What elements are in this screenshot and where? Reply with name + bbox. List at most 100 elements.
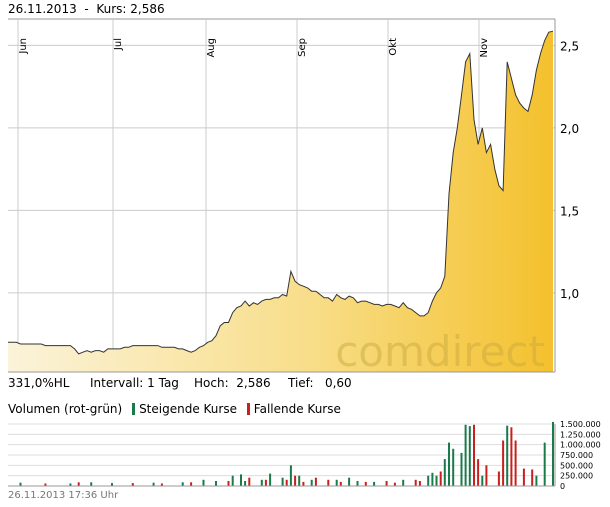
- volume-bar-falling: [485, 465, 488, 486]
- volume-tick-label: 250.000: [560, 472, 593, 481]
- volume-bar-rising: [506, 425, 509, 486]
- volume-bar-rising: [281, 477, 284, 486]
- volume-bar-rising: [152, 482, 155, 486]
- volume-bar-falling: [522, 468, 525, 486]
- x-tick-label: Jun: [18, 38, 29, 55]
- volume-bar-falling: [439, 471, 442, 486]
- volume-bar-falling: [44, 483, 47, 486]
- y-tick-label: 1,0: [560, 287, 579, 301]
- volume-bar-falling: [364, 481, 367, 486]
- volume-bar-falling: [531, 469, 534, 486]
- volume-bar-falling: [131, 483, 134, 486]
- stat-high: Hoch: 2,586: [194, 376, 271, 390]
- x-axis-labels: Jun Jul Aug Sep Okt Nov: [18, 38, 490, 58]
- volume-tick-label: 500.000: [560, 461, 593, 470]
- volume-tick-label: 1.500.000: [560, 420, 601, 429]
- falling-swatch: [246, 403, 250, 415]
- volume-bar-rising: [269, 473, 272, 486]
- volume-bar-falling: [327, 479, 330, 486]
- volume-bar-rising: [310, 479, 313, 486]
- price-gridlines: [8, 19, 555, 372]
- price-label: Kurs: 2,586: [96, 2, 165, 16]
- volume-bar-rising: [535, 475, 538, 486]
- volume-bar-rising: [543, 442, 546, 486]
- volume-bar-rising: [90, 482, 93, 486]
- volume-bar-rising: [240, 474, 242, 486]
- price-area: [8, 31, 553, 372]
- y-axis-labels: 1,0 1,5 2,0 2,5: [560, 39, 579, 300]
- x-tick-label: Aug: [206, 38, 217, 58]
- volume-bar-rising: [202, 479, 205, 486]
- volume-bar-rising: [348, 477, 351, 486]
- volume-tick-label: 750.000: [560, 451, 593, 460]
- volume-bar-rising: [373, 481, 376, 486]
- volume-bar-rising: [356, 481, 359, 486]
- volume-bar-rising: [289, 465, 292, 486]
- volume-bar-falling: [248, 477, 251, 486]
- volume-bar-rising: [111, 483, 113, 486]
- x-tick-label: Jul: [113, 38, 124, 51]
- volume-bar-rising: [244, 481, 247, 486]
- volume-bar-falling: [393, 482, 396, 486]
- volume-bar-falling: [414, 479, 417, 486]
- volume-bar-rising: [481, 475, 484, 486]
- volume-bars: [19, 422, 554, 486]
- volume-bar-rising: [298, 475, 301, 486]
- y-tick-label: 2,0: [560, 122, 579, 136]
- volume-bar-rising: [443, 459, 446, 486]
- volume-bar-falling: [314, 477, 317, 486]
- volume-bar-rising: [260, 479, 263, 486]
- y-tick-label: 1,5: [560, 204, 579, 218]
- volume-gridlines: [8, 423, 555, 477]
- volume-bar-rising: [435, 475, 438, 486]
- volume-bar-rising: [231, 475, 234, 486]
- price-line: [8, 30, 554, 355]
- volume-tick-label: 1.000.000: [560, 441, 601, 450]
- volume-bar-rising: [335, 479, 338, 486]
- volume-tick-label: 1.250.000: [560, 430, 601, 439]
- stat-change: 331,0%HL: [8, 376, 70, 390]
- volume-bar-falling: [385, 481, 388, 486]
- volume-bar-falling: [339, 481, 342, 486]
- volume-bar-falling: [190, 482, 193, 486]
- volume-bar-rising: [448, 442, 450, 486]
- volume-bar-falling: [264, 479, 267, 486]
- volume-bar-falling: [510, 427, 513, 486]
- x-tick-label: Sep: [297, 38, 308, 57]
- volume-bar-falling: [160, 483, 163, 486]
- volume-bar-rising: [69, 483, 72, 486]
- volume-bar-falling: [477, 459, 480, 486]
- falling-label: Fallende Kurse: [253, 402, 341, 416]
- volume-bar-rising: [460, 452, 463, 486]
- volume-bar-rising: [19, 482, 22, 486]
- rising-label: Steigende Kurse: [139, 402, 237, 416]
- volume-bar-falling: [227, 481, 230, 486]
- price-panel: comdirect Jun Jul Aug Sep Okt Nov 1,0 1,5 2,0 2,…: [8, 18, 579, 376]
- chart-header: 26.11.2013 - Kurs: 2,586: [8, 2, 165, 16]
- volume-bar-rising: [452, 448, 455, 486]
- volume-bar-rising: [181, 482, 184, 486]
- header-separator: -: [84, 2, 89, 16]
- timestamp-footer: 26.11.2013 17:36 Uhr: [8, 490, 119, 501]
- volume-bar-falling: [502, 440, 505, 486]
- volume-bar-falling: [473, 424, 475, 486]
- volume-bar-rising: [552, 422, 554, 486]
- x-tick-label: Nov: [479, 38, 490, 58]
- volume-bar-rising: [431, 472, 434, 486]
- volume-bar-falling: [294, 475, 297, 486]
- x-tick-label: Okt: [388, 38, 399, 56]
- volume-legend-title: Volumen (rot-grün): [8, 402, 123, 416]
- volume-bar-falling: [285, 479, 288, 486]
- volume-tick-label: 0: [560, 482, 565, 491]
- volume-bar-falling: [514, 440, 517, 486]
- volume-bar-falling: [497, 471, 500, 486]
- volume-bar-rising: [468, 426, 471, 486]
- volume-bar-rising: [402, 479, 405, 486]
- volume-bar-rising: [427, 475, 430, 486]
- volume-bar-falling: [418, 481, 421, 486]
- volume-bar-rising: [215, 481, 217, 486]
- quote-date: 26.11.2013: [8, 2, 77, 16]
